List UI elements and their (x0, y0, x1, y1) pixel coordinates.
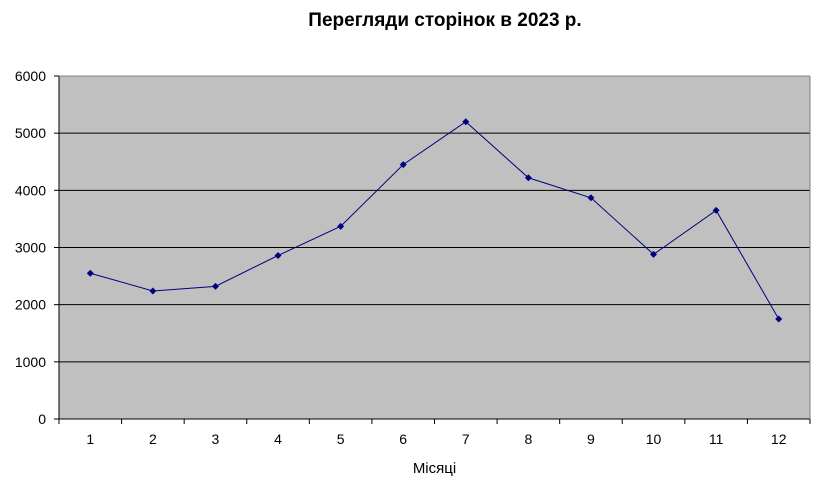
x-tick-label: 3 (212, 431, 220, 447)
x-tick-label: 2 (149, 431, 157, 447)
y-tick-label: 3000 (15, 240, 46, 256)
data-point (86, 269, 94, 277)
x-tick-label: 7 (462, 431, 470, 447)
x-tick-label: 9 (587, 431, 595, 447)
data-point (775, 315, 783, 323)
data-point (712, 206, 720, 214)
data-point (211, 282, 219, 290)
data-point (149, 287, 157, 295)
x-tick-label: 11 (709, 431, 724, 447)
x-tick-label: 5 (337, 431, 345, 447)
data-point (462, 118, 470, 126)
x-tick-label: 10 (646, 431, 662, 447)
series-layer (86, 118, 783, 323)
data-point (650, 250, 658, 258)
y-axis-ticks: 0 1000 2000 3000 4000 5000 6000 (15, 68, 59, 427)
data-point (337, 222, 345, 230)
y-tick-label: 4000 (15, 182, 46, 198)
data-point (587, 194, 595, 202)
data-point (274, 252, 282, 260)
x-tick-label: 1 (86, 431, 94, 447)
y-tick-label: 5000 (15, 125, 46, 141)
series-line (90, 121, 780, 320)
x-tick-label: 4 (274, 431, 282, 447)
x-tick-label: 8 (524, 431, 532, 447)
data-point (399, 161, 407, 169)
x-tick-label: 12 (771, 431, 787, 447)
x-axis-title: Місяці (413, 460, 456, 477)
x-tick-label: 6 (399, 431, 407, 447)
y-tick-label: 0 (38, 411, 46, 427)
data-point (524, 174, 532, 182)
y-tick-label: 6000 (15, 68, 46, 84)
y-tick-label: 2000 (15, 297, 46, 313)
y-tick-label: 1000 (15, 354, 46, 370)
x-axis-ticks: 1 2 3 4 5 6 7 8 9 10 11 12 (58, 419, 811, 447)
chart-title: Перегляди сторінок в 2023 р. (308, 10, 582, 31)
